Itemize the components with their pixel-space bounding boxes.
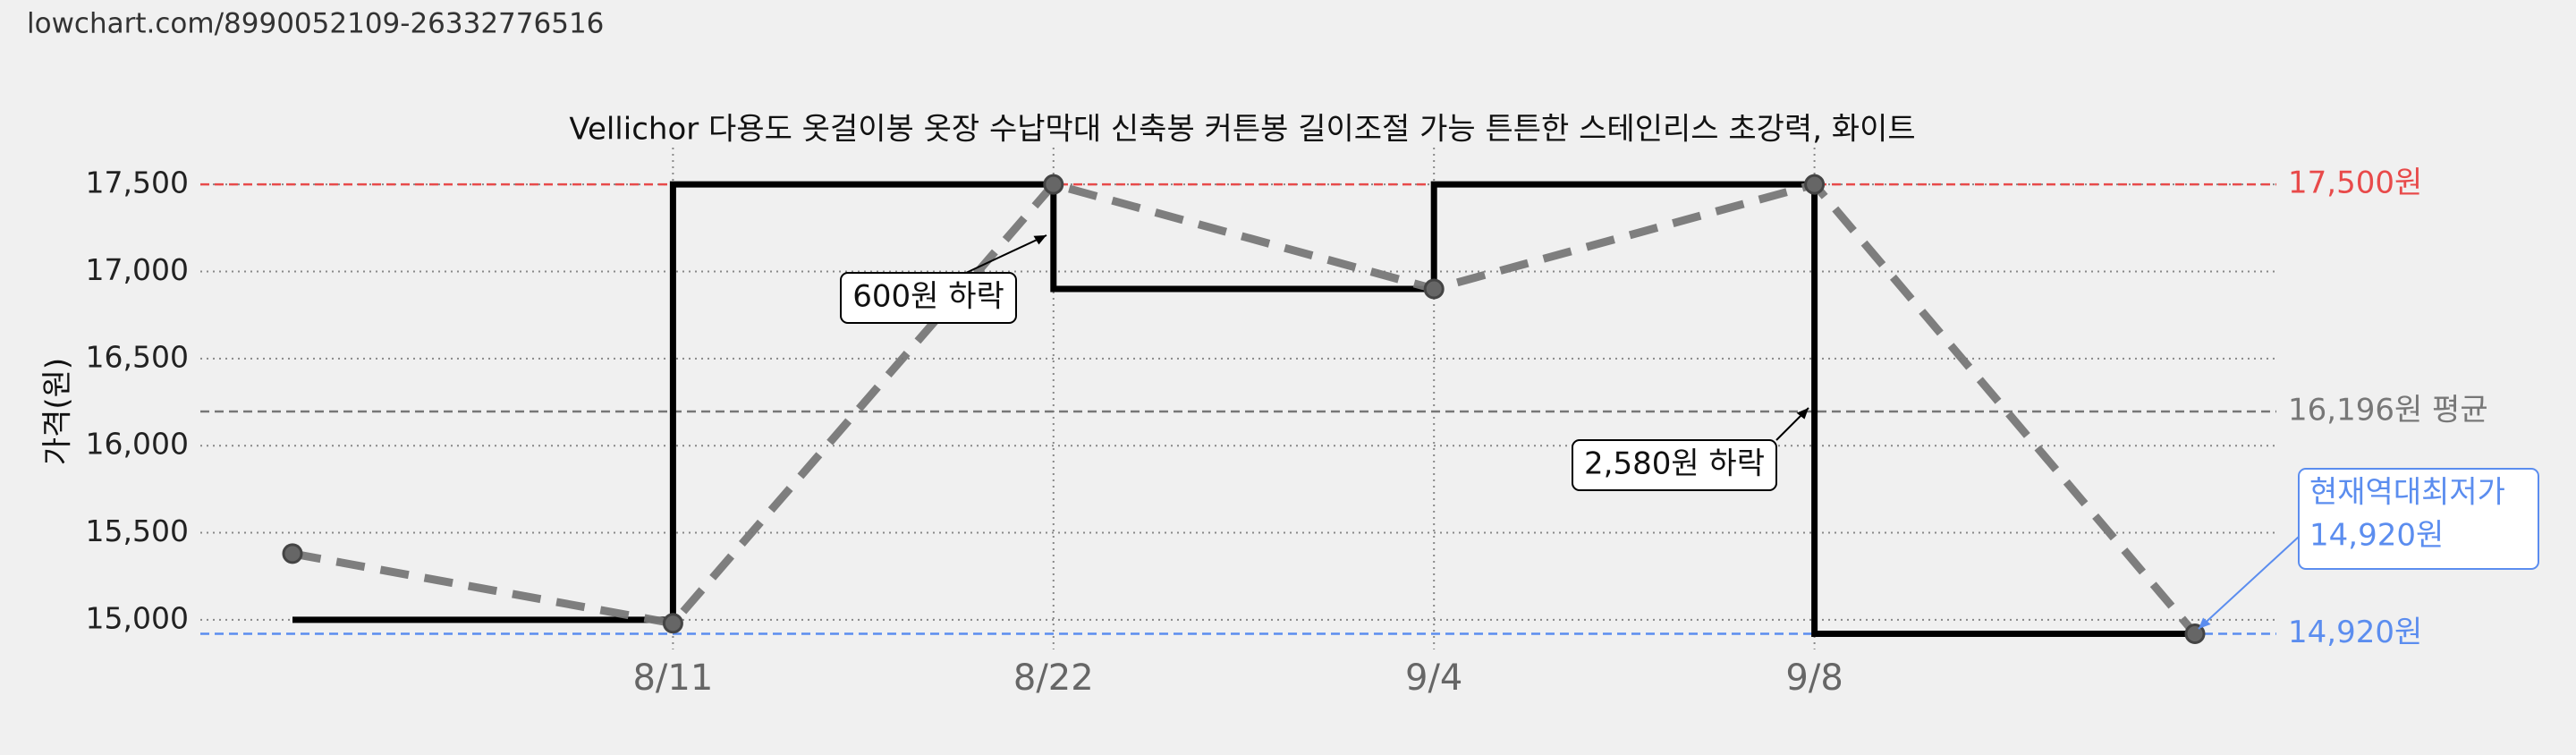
point <box>1043 174 1064 195</box>
annotation-text: 현재역대최저가 <box>2309 475 2505 511</box>
annotation-box <box>1572 439 1777 491</box>
price-line <box>292 180 2199 637</box>
annotation-box <box>2298 468 2539 570</box>
url: lowchart.com/8990052109-26332776516 <box>27 8 604 40</box>
chart-title: Vellichor 다용도 옷걸이봉 옷장 수납막대 신축봉 커튼봉 길이조절 … <box>569 112 1915 148</box>
annotation-text: 14,920원 <box>2309 518 2444 554</box>
point <box>282 543 303 564</box>
point <box>662 613 683 634</box>
reference-label: 17,500원 <box>2288 165 2422 201</box>
x-tick-label: 9/8 <box>1785 657 1843 699</box>
arrow-head <box>1033 235 1046 245</box>
reference-label: 14,920원 <box>2288 615 2422 650</box>
arrow-head <box>2199 617 2211 629</box>
y-tick-label: 16,000 <box>86 427 189 462</box>
point <box>1423 278 1445 300</box>
y-tick-label: 15,500 <box>86 513 189 548</box>
annotation-box <box>840 272 1017 324</box>
y-tick-label: 15,000 <box>86 600 189 635</box>
annotation-text: 600원 하락 <box>852 279 1004 315</box>
point <box>1804 174 1826 195</box>
x-tick-label: 8/22 <box>1013 657 1094 699</box>
y-axis-label: 가격(원) <box>40 358 76 465</box>
y-tick-label: 16,500 <box>86 339 189 374</box>
annotation-text: 2,580원 하락 <box>1584 446 1765 482</box>
annotation-arrow <box>965 234 1047 274</box>
reference-label: 16,196원 평균 <box>2288 393 2488 428</box>
arrow-head <box>1796 408 1809 420</box>
y-tick-label: 17,000 <box>86 252 189 287</box>
annotation-arrow <box>2198 536 2300 630</box>
point <box>2184 623 2206 644</box>
x-tick-label: 9/4 <box>1405 657 1462 699</box>
step-line <box>292 181 2195 637</box>
y-tick-label: 17,500 <box>86 165 189 200</box>
x-tick-label: 8/11 <box>632 657 713 699</box>
